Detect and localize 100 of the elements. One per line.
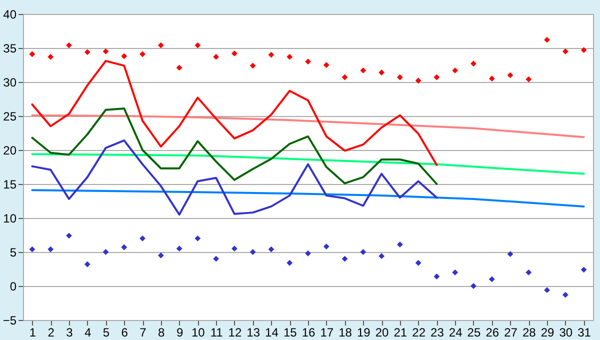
point bbox=[213, 256, 220, 262]
point bbox=[176, 246, 182, 252]
x-tick-label: 20 bbox=[375, 326, 390, 340]
x-tick-label: 14 bbox=[265, 326, 279, 340]
x-tick-label: 30 bbox=[559, 326, 573, 340]
y-tick-label: 10 bbox=[3, 212, 17, 226]
x-tick-label: 27 bbox=[504, 326, 518, 340]
point bbox=[29, 51, 36, 58]
x-tick-label: 11 bbox=[210, 326, 224, 340]
x-tick-label: 15 bbox=[283, 326, 298, 340]
x-tick-label: 4 bbox=[84, 326, 92, 340]
point bbox=[194, 235, 201, 242]
x-tick-label: 3 bbox=[66, 326, 74, 340]
point bbox=[434, 274, 440, 280]
point bbox=[507, 251, 514, 257]
point bbox=[544, 287, 550, 294]
x-tick-label: 28 bbox=[522, 326, 536, 340]
point bbox=[121, 53, 128, 60]
point bbox=[250, 62, 256, 69]
point bbox=[231, 246, 238, 252]
x-tick-label: 26 bbox=[486, 326, 500, 340]
x-tick-label: 31 bbox=[578, 326, 592, 340]
x-tick-label: 9 bbox=[176, 326, 184, 340]
x-tick-label: 18 bbox=[338, 326, 352, 340]
y-tick-label: 20 bbox=[3, 144, 17, 158]
point bbox=[231, 50, 238, 56]
x-tick-label: 25 bbox=[467, 326, 481, 340]
x-tick-label: 16 bbox=[302, 326, 316, 340]
point bbox=[434, 74, 440, 80]
point bbox=[396, 242, 403, 248]
x-tick-label: 13 bbox=[246, 326, 260, 340]
point bbox=[140, 235, 146, 242]
point bbox=[140, 51, 146, 58]
point bbox=[562, 292, 568, 298]
point bbox=[342, 256, 348, 262]
x-tick-label: 5 bbox=[102, 326, 110, 340]
point bbox=[213, 54, 220, 60]
y-tick-label: 30 bbox=[3, 76, 17, 90]
x-tick-label: 6 bbox=[121, 326, 128, 340]
y-tick-label: 25 bbox=[3, 110, 17, 124]
point bbox=[544, 36, 550, 43]
point bbox=[268, 246, 274, 252]
point bbox=[305, 58, 311, 65]
point bbox=[360, 249, 366, 255]
line-series bbox=[31, 60, 438, 166]
line-series bbox=[31, 114, 585, 138]
point bbox=[48, 246, 54, 252]
point bbox=[48, 54, 54, 60]
point bbox=[507, 72, 514, 78]
x-tick-label: 23 bbox=[430, 326, 444, 340]
point bbox=[323, 244, 330, 250]
y-tick-label: 15 bbox=[3, 178, 17, 192]
point bbox=[526, 269, 532, 276]
point bbox=[250, 249, 256, 255]
y-tick-label: −5 bbox=[2, 314, 17, 328]
y-tick-label: 5 bbox=[10, 246, 17, 260]
point bbox=[378, 70, 385, 76]
x-tick-label: 21 bbox=[394, 326, 408, 340]
point bbox=[488, 76, 495, 82]
x-tick-label: 8 bbox=[158, 326, 166, 340]
point bbox=[360, 67, 366, 74]
point bbox=[268, 52, 274, 58]
point bbox=[102, 48, 109, 54]
point bbox=[176, 64, 182, 71]
point bbox=[66, 42, 72, 48]
point bbox=[415, 260, 422, 266]
point bbox=[29, 246, 36, 252]
y-tick-label: 35 bbox=[3, 42, 17, 56]
point bbox=[286, 54, 293, 60]
x-tick-label: 10 bbox=[192, 326, 206, 340]
point bbox=[562, 48, 568, 54]
point bbox=[323, 62, 330, 68]
point bbox=[378, 253, 385, 260]
point bbox=[580, 266, 587, 273]
point bbox=[452, 269, 458, 276]
point bbox=[470, 60, 476, 67]
point bbox=[84, 49, 90, 56]
x-tick-label: 7 bbox=[140, 326, 147, 340]
point bbox=[305, 250, 311, 256]
point bbox=[526, 76, 532, 82]
point bbox=[452, 67, 458, 74]
x-tick-label: 24 bbox=[448, 326, 463, 340]
x-tick-label: 22 bbox=[412, 326, 426, 340]
x-tick-label: 17 bbox=[320, 326, 334, 340]
line-series bbox=[31, 189, 585, 208]
point bbox=[121, 244, 128, 250]
point bbox=[415, 78, 422, 84]
y-tick-label: 0 bbox=[10, 280, 17, 294]
point bbox=[158, 42, 164, 48]
line-series bbox=[31, 139, 438, 216]
point bbox=[286, 260, 293, 266]
point bbox=[102, 249, 109, 255]
point bbox=[84, 261, 90, 268]
point bbox=[66, 232, 72, 239]
point bbox=[580, 47, 587, 53]
x-tick-label: 12 bbox=[228, 326, 242, 340]
y-tick-label: 40 bbox=[3, 8, 17, 22]
x-tick-label: 29 bbox=[540, 326, 555, 340]
x-tick-label: 1 bbox=[29, 326, 36, 340]
point bbox=[158, 252, 164, 258]
